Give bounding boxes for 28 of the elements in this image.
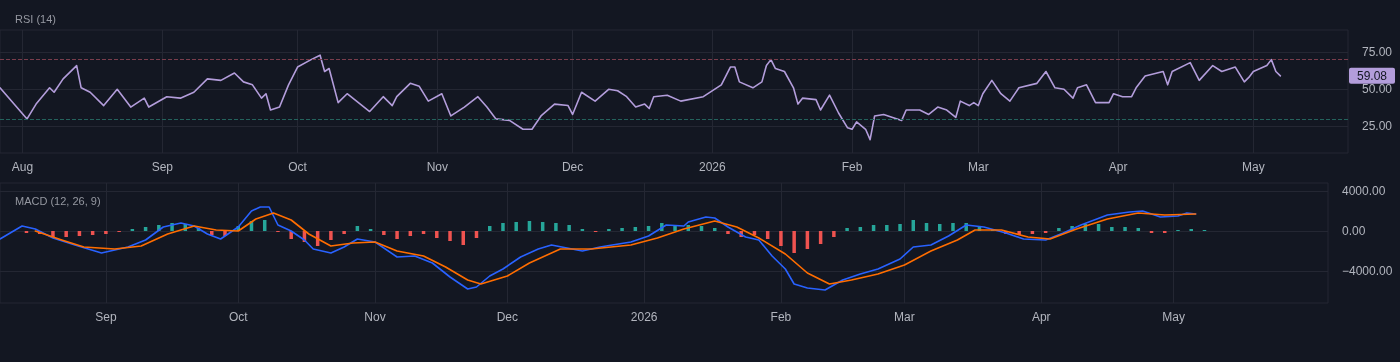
y-tick-label: −4000.00 <box>1342 264 1393 278</box>
x-tick-label: Feb <box>770 310 792 324</box>
chart-title: RSI (14) <box>15 12 56 25</box>
x-tick-label: May <box>1241 160 1265 174</box>
x-tick-label: Mar <box>894 310 915 324</box>
x-tick-label: Aug <box>11 160 34 174</box>
x-tick-label: Dec <box>496 310 519 324</box>
x-tick-label: Sep <box>95 310 117 324</box>
y-tick-label: 0.00 <box>1342 224 1366 238</box>
x-tick-label: Nov <box>364 310 386 324</box>
x-tick-label: 2026 <box>698 160 726 174</box>
x-tick-label: May <box>1162 310 1185 324</box>
text: MACD (12, 26, 9) <box>15 194 101 207</box>
x-tick-label: Sep <box>151 160 174 174</box>
text: 59.08 <box>1356 68 1388 83</box>
x-tick-label: Mar <box>967 160 989 174</box>
x-tick-label: Nov <box>426 160 448 174</box>
y-tick-label: 75.00 <box>1362 45 1393 60</box>
y-tick-label: 50.00 <box>1362 82 1393 97</box>
x-tick-label: 2026 <box>630 310 658 324</box>
x-tick-label: Feb <box>841 160 863 174</box>
y-tick-label: 25.00 <box>1362 119 1393 134</box>
x-tick-label: Oct <box>288 160 308 174</box>
x-tick-label: Oct <box>228 310 249 324</box>
x-tick-label: Apr <box>1108 160 1128 174</box>
x-tick-label: Dec <box>561 160 584 174</box>
x-tick-label: Apr <box>1031 310 1051 324</box>
y-tick-label: 4000.00 <box>1342 184 1386 198</box>
